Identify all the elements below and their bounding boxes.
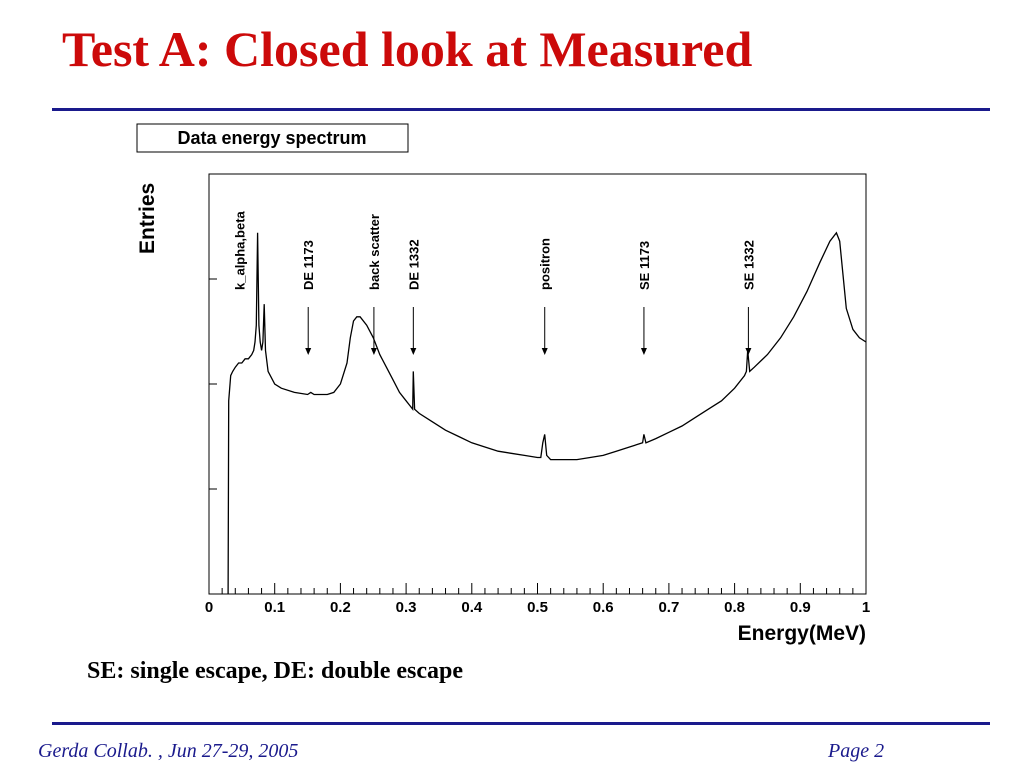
annotation-label: k_alpha,beta bbox=[232, 210, 247, 290]
annotation-arrow-head bbox=[640, 348, 647, 355]
annotation-label: SE 1332 bbox=[741, 240, 756, 290]
spectrum-line bbox=[227, 231, 867, 595]
annotation-label: back scatter bbox=[367, 214, 382, 290]
footer-page: Page 2 bbox=[828, 740, 885, 762]
x-tick-label: 0.4 bbox=[461, 599, 483, 616]
annotation-arrow-head bbox=[370, 348, 377, 355]
x-tick-label: 0.1 bbox=[264, 599, 285, 616]
chart-title-box bbox=[136, 123, 409, 153]
peak-annotations: k_alpha,beta DE 1173 back scatter DE 1332 po… bbox=[232, 210, 756, 355]
annotation-label: SE 1173 bbox=[637, 241, 652, 290]
annotation-back-scatter: back scatter bbox=[367, 214, 382, 355]
x-tick-label: 0.6 bbox=[593, 599, 614, 616]
legend-note: SE: single escape, DE: double escape bbox=[87, 658, 464, 684]
x-tick-label: 0.2 bbox=[330, 599, 351, 616]
x-axis-label: Energy(MeV) bbox=[738, 622, 866, 645]
plot-frame bbox=[208, 173, 867, 595]
x-axis-ticks bbox=[208, 583, 867, 594]
x-tick-label: 0.8 bbox=[724, 599, 745, 616]
x-tick-label: 0.3 bbox=[396, 599, 417, 616]
y-axis-ticks bbox=[209, 173, 217, 595]
x-tick-label: 0.5 bbox=[527, 599, 548, 616]
y-axis-label: Entries bbox=[136, 183, 159, 254]
annotation-se-1332: SE 1332 bbox=[741, 240, 756, 355]
x-tick-label: 1 bbox=[862, 599, 870, 616]
annotation-de-1332: DE 1332 bbox=[406, 239, 421, 355]
footer-collab: Gerda Collab. , Jun 27-29, 2005 bbox=[38, 740, 299, 762]
annotation-label: positron bbox=[538, 238, 553, 290]
x-tick-labels: 0 0.1 0.2 0.3 0.4 0.5 0.6 0.7 0.8 0.9 1 bbox=[205, 599, 870, 616]
chart-title: Data energy spectrum bbox=[177, 128, 366, 148]
annotation-arrow-head bbox=[410, 348, 417, 355]
annotation-k-alpha-beta: k_alpha,beta bbox=[232, 210, 247, 290]
x-tick-label: 0.9 bbox=[790, 599, 811, 616]
slide-title: Test A: Closed look at Measured bbox=[62, 21, 753, 77]
annotation-arrow-head bbox=[305, 348, 312, 355]
top-divider bbox=[52, 108, 990, 111]
annotation-positron: positron bbox=[538, 238, 553, 355]
annotation-label: DE 1173 bbox=[301, 240, 316, 290]
annotation-se-1173: SE 1173 bbox=[637, 241, 652, 355]
x-tick-label: 0 bbox=[205, 599, 213, 616]
bottom-divider bbox=[52, 722, 990, 725]
annotation-label: DE 1332 bbox=[406, 239, 421, 290]
annotation-arrow-head bbox=[745, 348, 752, 355]
annotation-de-1173: DE 1173 bbox=[301, 240, 316, 355]
annotation-arrow-head bbox=[541, 348, 548, 355]
x-tick-label: 0.7 bbox=[658, 599, 679, 616]
